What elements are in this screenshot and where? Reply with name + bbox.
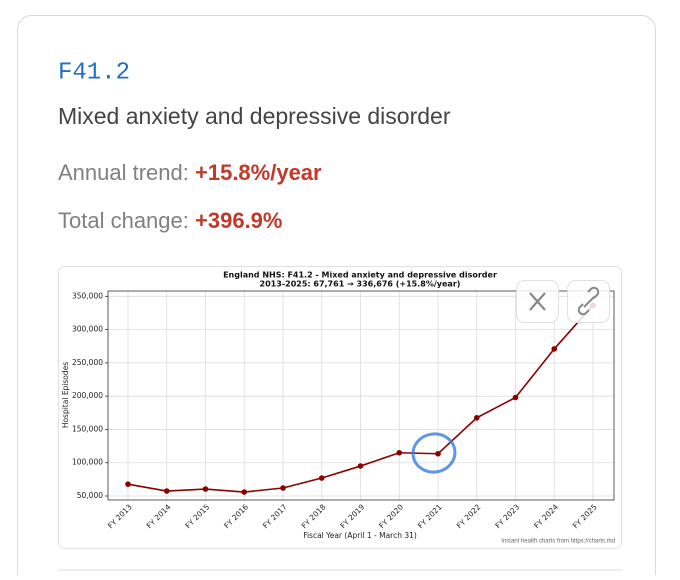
data-point bbox=[318, 475, 325, 481]
data-point bbox=[551, 346, 558, 352]
x-axis-label: Fiscal Year (April 1 - March 31) bbox=[303, 531, 417, 540]
data-point bbox=[280, 485, 286, 491]
trend-label: Annual trend: bbox=[58, 160, 189, 185]
data-point bbox=[396, 449, 403, 456]
y-tick-label: 50,000 bbox=[77, 491, 103, 500]
chart-subtitle: 2013-2025: 67,761 → 336,676 (+15.8%/year… bbox=[260, 280, 461, 289]
chart-frame bbox=[58, 266, 622, 549]
code: F41.2 bbox=[58, 59, 130, 86]
link-icon bbox=[577, 286, 600, 316]
data-point bbox=[357, 463, 364, 469]
data-point bbox=[163, 488, 170, 494]
y-tick-label: 250,000 bbox=[72, 358, 103, 367]
trend-value: +15.8%/year bbox=[195, 160, 322, 185]
hand-drawn-circle bbox=[411, 432, 457, 474]
data-point bbox=[473, 414, 480, 421]
y-tick-label: 300,000 bbox=[72, 325, 103, 334]
data-point bbox=[512, 394, 519, 401]
data-point bbox=[435, 450, 441, 457]
y-tick-label: 150,000 bbox=[72, 424, 103, 433]
chart-footnote: Instant health charts from https://chart… bbox=[501, 539, 615, 545]
y-tick-label: 200,000 bbox=[72, 391, 103, 400]
trend-row: Annual trend: +15.8%/year bbox=[58, 160, 322, 185]
chart-title: England NHS: F41.2 - Mixed anxiety and d… bbox=[223, 271, 497, 280]
plot-border bbox=[107, 290, 615, 501]
y-tick-label: 100,000 bbox=[72, 458, 103, 467]
y-axis-label: Hospital Episodes bbox=[61, 362, 70, 428]
data-point bbox=[202, 486, 209, 492]
change-row: Total change: +396.9% bbox=[58, 208, 282, 233]
data-point bbox=[125, 481, 131, 487]
change-value: +396.9% bbox=[195, 208, 282, 233]
condition-name: Mixed anxiety and depressive disorder bbox=[58, 103, 451, 129]
x-icon bbox=[529, 292, 546, 311]
data-point bbox=[241, 489, 248, 495]
y-tick-label: 350,000 bbox=[72, 291, 103, 300]
change-label: Total change: bbox=[58, 208, 189, 233]
